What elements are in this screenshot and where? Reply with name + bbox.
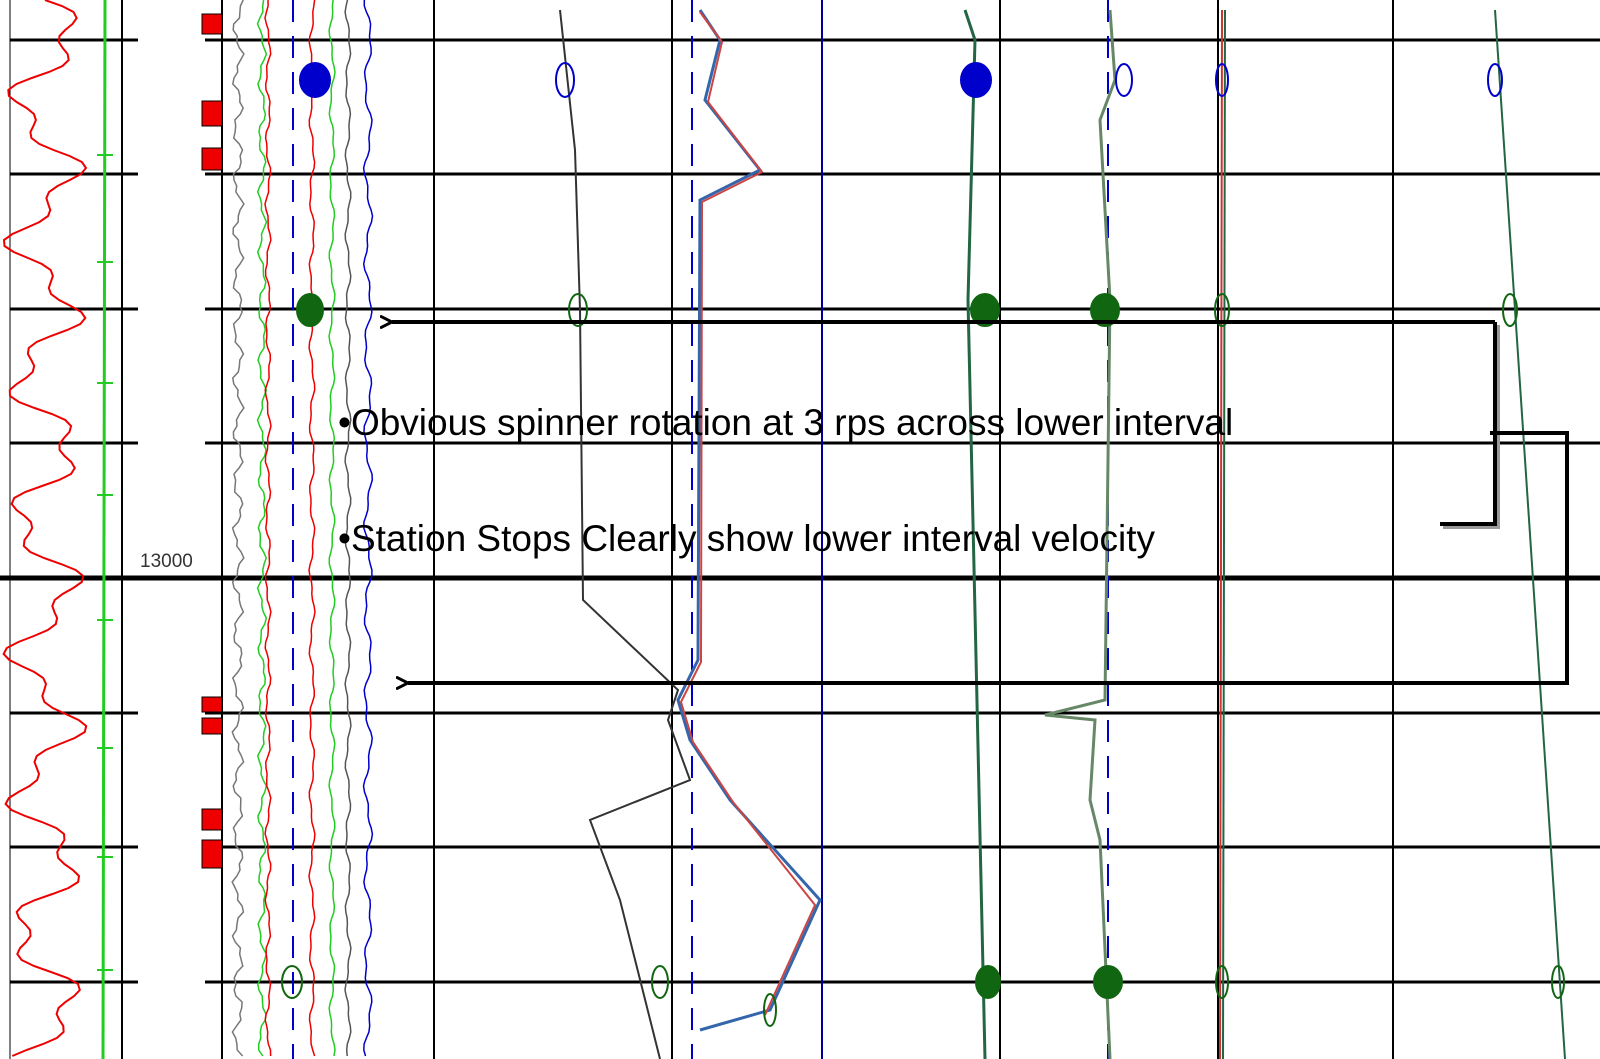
log-curve [231, 0, 245, 1057]
log-curve [963, 9, 987, 1059]
station-marker [1487, 63, 1503, 97]
station-marker [568, 293, 588, 327]
station-marker [1215, 63, 1229, 97]
callout-bracket-shadow [1443, 325, 1500, 529]
flag [201, 839, 223, 869]
log-curve [679, 11, 817, 1016]
log-curve [264, 0, 272, 1057]
flag [201, 808, 223, 831]
curves [2, 0, 1566, 1059]
callouts: •Obvious spinner rotation at 3 rps acros… [140, 322, 1569, 683]
station-marker [1215, 965, 1229, 999]
station-marker [651, 965, 669, 999]
station-marker [555, 62, 575, 98]
station-marker [763, 993, 777, 1027]
log-curve [559, 9, 692, 1059]
log-curve [308, 0, 316, 1057]
log-curve [1222, 9, 1226, 1059]
log-curve [101, 0, 107, 1059]
log-curve [1219, 9, 1223, 1059]
log-curve [362, 0, 374, 1057]
log-curve [1044, 9, 1117, 1059]
station-marker [1115, 63, 1133, 97]
station-marker [1214, 293, 1230, 327]
flag [201, 147, 223, 171]
log-curve [344, 0, 352, 1057]
flag [201, 13, 223, 35]
station-marker [296, 293, 324, 327]
annotation: •Obvious spinner rotation at 3 rps acros… [338, 402, 1233, 443]
flag [201, 717, 223, 735]
log-curve [328, 0, 336, 1057]
depth-label: 13000 [140, 551, 193, 572]
station-marker [299, 62, 331, 98]
station-marker [970, 293, 1000, 327]
station-marker [960, 62, 992, 98]
station-marker [281, 965, 303, 999]
station-marker [1502, 293, 1518, 327]
station-marker [975, 965, 1001, 999]
station-marker [1093, 965, 1123, 999]
log-curve [1494, 9, 1566, 1059]
callout-bracket [1440, 322, 1497, 526]
flag [201, 696, 223, 713]
log-curve [2, 0, 88, 1057]
callout-bracket-2 [408, 431, 1569, 683]
log-curve [676, 9, 822, 1032]
station-marker [1090, 293, 1120, 327]
log-curve [256, 0, 268, 1057]
flag [201, 100, 223, 127]
station-marker [1551, 965, 1565, 999]
annotation: •Station Stops Clearly show lower interv… [338, 518, 1156, 559]
